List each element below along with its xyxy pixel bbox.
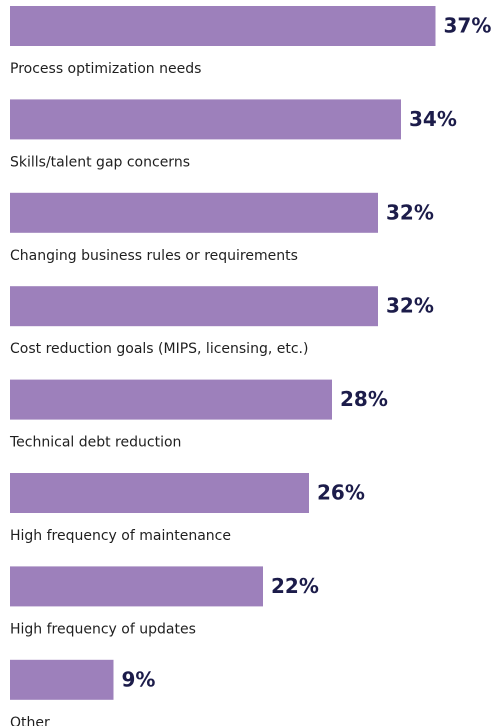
value-label: 9% xyxy=(122,667,156,691)
value-label: 28% xyxy=(340,387,388,411)
value-label: 37% xyxy=(444,14,492,38)
bar xyxy=(10,379,332,420)
bar xyxy=(10,99,401,140)
category-label: Skills/talent gap concerns xyxy=(10,154,190,170)
value-label: 32% xyxy=(386,294,434,318)
category-label: High frequency of updates xyxy=(10,621,196,637)
bar xyxy=(10,286,378,327)
bar xyxy=(10,192,378,233)
category-label: Changing business rules or requirements xyxy=(10,248,298,264)
value-label: 32% xyxy=(386,200,434,224)
category-label: Other xyxy=(10,715,50,726)
value-label: 26% xyxy=(317,481,365,505)
bar xyxy=(10,6,436,46)
bar xyxy=(10,473,309,513)
value-label: 22% xyxy=(271,574,319,598)
category-label: Process optimization needs xyxy=(10,61,201,77)
category-label: Cost reduction goals (MIPS, licensing, e… xyxy=(10,341,308,357)
bar xyxy=(10,566,263,607)
value-label: 34% xyxy=(409,107,457,131)
category-label: Technical debt reduction xyxy=(9,435,181,451)
bar xyxy=(10,659,114,700)
category-label: High frequency of maintenance xyxy=(10,528,231,544)
